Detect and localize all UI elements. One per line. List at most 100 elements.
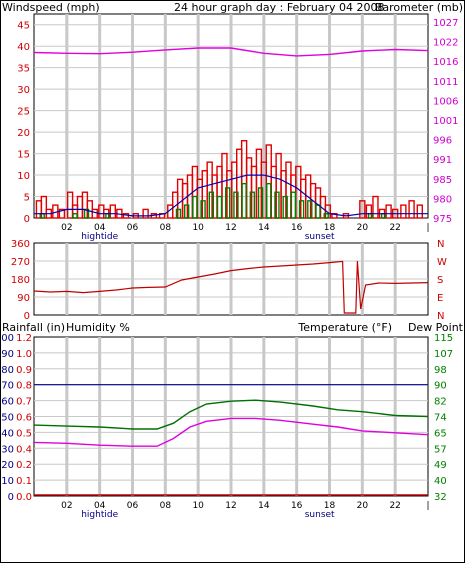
barometer-tick-label: 1006 — [433, 96, 458, 107]
windspeed-axis-title: Windspeed (mph) — [2, 1, 100, 14]
wind-gust-bar — [58, 208, 66, 219]
humidity-tick-label: 30 — [1, 444, 14, 455]
wind-average-bar — [225, 187, 231, 219]
wind-speed-line — [34, 174, 428, 217]
dewpoint-line — [33, 417, 429, 447]
rainfall-tick-label: 1.0 — [16, 349, 32, 360]
humidity-tick-label: 0 — [8, 492, 14, 503]
temp-panel-x-tick-label: | — [426, 501, 429, 511]
humidity-tick-label: 90 — [1, 349, 14, 360]
temp-panel-x-tick-label: 16 — [291, 501, 303, 511]
wind-average-bar — [83, 208, 90, 219]
wind-panel-x-tick-label: 10 — [192, 223, 204, 233]
wind-average-bar — [257, 187, 264, 219]
wind-average-bar — [72, 213, 78, 219]
windspeed-tick-label: 30 — [17, 85, 30, 96]
compass-tick-label: N — [437, 239, 444, 250]
dewpoint-axis-title: Dew Point — [408, 321, 464, 334]
barometer-tick-label: 1001 — [433, 116, 458, 127]
temperature-tick-label: 74 — [434, 413, 447, 424]
rainfall-tick-label: 0.9 — [16, 365, 32, 376]
rainfall-tick-label: 1.2 — [16, 333, 32, 344]
direction-tick-label: 270 — [11, 257, 30, 268]
wind-average-bar — [200, 200, 206, 219]
wind-panel-x-tick-label: 16 — [291, 223, 303, 233]
barometer-tick-label: 1027 — [433, 18, 458, 29]
temp-panel-x-tick-label: 02 — [61, 501, 72, 511]
compass-tick-label: N — [437, 311, 444, 322]
direction-tick-label: 180 — [11, 275, 30, 286]
barometer-line — [33, 47, 429, 57]
windspeed-tick-label: 5 — [24, 193, 30, 204]
humidity-tick-label: 10 — [1, 476, 14, 487]
windspeed-tick-label: 45 — [17, 21, 30, 32]
barometer-tick-label: 975 — [433, 214, 452, 225]
rainfall-tick-label: 0.8 — [16, 381, 32, 392]
chart-title: 24 hour graph day : February 04 2008 — [174, 1, 385, 14]
wind-panel-x-tick-label: 06 — [127, 223, 139, 233]
wind-average-bar — [323, 213, 329, 219]
wind-average-bar — [183, 204, 190, 219]
wind-barometer-panel: 0510152025303540459759809859919961001100… — [17, 13, 458, 242]
direction-tick-label: 360 — [11, 239, 30, 250]
humidity-tick-label: 60 — [1, 397, 14, 408]
wind-gust-bar — [408, 200, 415, 219]
compass-tick-label: W — [437, 257, 447, 268]
wind-panel-hightide-annotation: hightide — [81, 232, 118, 242]
temp-panel-x-tick-label: 10 — [192, 501, 204, 511]
wind-panel-x-tick-label: 20 — [357, 223, 369, 233]
wind-average-bar — [233, 191, 239, 219]
direction-tick-label: 90 — [17, 293, 30, 304]
rainfall-tick-label: 0.7 — [16, 397, 32, 408]
windspeed-tick-label: 40 — [17, 42, 30, 53]
wind-gust-bar — [142, 208, 149, 219]
wind-gust-bar — [416, 204, 423, 219]
temp-panel-x-tick-label: 06 — [127, 501, 139, 511]
temperature-axis-title: Temperature (°F) — [297, 321, 392, 334]
barometer-tick-label: 996 — [433, 136, 452, 147]
wind-direction-line — [33, 260, 429, 314]
windspeed-tick-label: 15 — [17, 150, 30, 161]
humidity-tick-label: 40 — [1, 428, 14, 439]
rainfall-tick-label: 0.1 — [16, 476, 32, 487]
wind-gust-bar — [400, 204, 407, 219]
wind-panel-x-tick-label: 22 — [389, 223, 400, 233]
wind-gust-bar — [372, 195, 379, 219]
wind-average-bar — [216, 195, 223, 219]
barometer-axis-title: Barometer (mb) — [375, 1, 463, 14]
wind-panel-x-tick-label: 14 — [258, 223, 270, 233]
temp-panel-x-tick-label: 04 — [94, 501, 106, 511]
temperature-tick-label: 107 — [434, 349, 453, 360]
barometer-tick-label: 1022 — [433, 38, 458, 49]
humidity-tick-label: 80 — [1, 365, 14, 376]
barometer-tick-label: 985 — [433, 175, 452, 186]
temp-panel-x-tick-label: 22 — [389, 501, 400, 511]
rainfall-tick-label: 0.0 — [16, 492, 32, 503]
wind-gust-bar — [331, 213, 338, 219]
temp-panel-x-tick-label: 20 — [357, 501, 369, 511]
rainfall-tick-label: 0.6 — [16, 413, 32, 424]
temperature-tick-label: 65 — [434, 428, 447, 439]
wind-average-bar — [192, 195, 198, 219]
wind-average-bar — [290, 191, 297, 219]
rainfall-tick-label: 0.5 — [16, 428, 32, 439]
wind-average-bar — [266, 182, 272, 219]
rainfall-tick-label: 0.2 — [16, 460, 32, 471]
temperature-tick-label: 40 — [434, 476, 447, 487]
wind-average-bar — [208, 191, 215, 219]
temp-panel-x-tick-label: 08 — [160, 501, 172, 511]
windspeed-tick-label: 10 — [17, 171, 30, 182]
windspeed-tick-label: 0 — [24, 214, 30, 225]
barometer-tick-label: 980 — [433, 194, 452, 205]
humidity-axis-title: Humidity % — [66, 321, 130, 334]
temperature-tick-label: 90 — [434, 381, 447, 392]
wind-panel-x-tick-label: 02 — [61, 223, 72, 233]
wind-panel-x-tick-label: 08 — [160, 223, 172, 233]
wind-average-bar — [175, 208, 182, 219]
temperature-tick-label: 82 — [434, 397, 447, 408]
wind-panel-sunset-annotation: sunset — [305, 232, 335, 242]
temperature-tick-label: 98 — [434, 365, 447, 376]
humidity-tick-label: 100 — [0, 333, 14, 344]
